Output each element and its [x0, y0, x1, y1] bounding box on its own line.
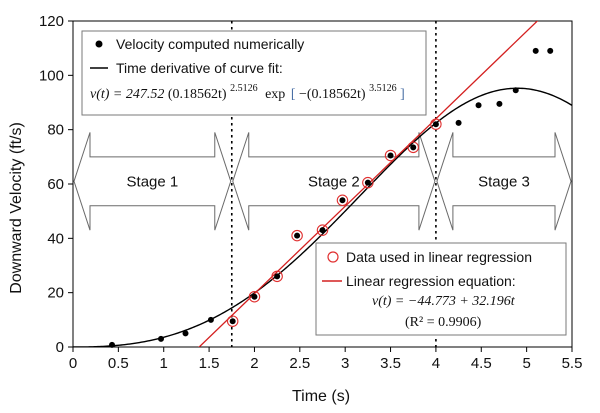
y-tick-label-1: 20	[47, 285, 64, 302]
stage-label-2: Stage 2	[308, 173, 360, 190]
velocity-point-4	[229, 318, 236, 325]
regression-point-7	[384, 149, 397, 162]
stage-label-3: Stage 3	[478, 173, 530, 190]
eq-bracket-close: ]	[400, 87, 405, 102]
equation-r2: (R² = 0.9906)	[405, 315, 482, 330]
y-tick-label-6: 120	[39, 13, 64, 30]
y-tick-label-4: 80	[47, 122, 64, 139]
legend-bottom: Data used in linear regression Linear re…	[315, 242, 567, 336]
eq-exp1: 2.5126	[230, 83, 258, 94]
velocity-point-3	[207, 316, 214, 323]
velocity-point-18	[532, 47, 539, 54]
eq-exp-word: exp	[265, 87, 285, 102]
x-tick-label-7: 3.5	[380, 355, 401, 372]
legend-top-box	[81, 30, 427, 116]
regression-point-5	[336, 194, 349, 207]
x-tick-label-3: 1.5	[199, 355, 220, 372]
x-tick-label-8: 4	[432, 355, 440, 372]
eq-bracket-open: [	[291, 87, 296, 102]
velocity-point-13	[432, 121, 439, 128]
eq-exp2: 3.5126	[369, 83, 397, 94]
x-tick-label-2: 1	[160, 355, 168, 372]
x-tick-label-5: 2.5	[289, 355, 310, 372]
legend-marker-open	[327, 251, 339, 263]
eq-base2: −(0.18562t)	[299, 87, 366, 102]
legend-top: Velocity computed numerically Time deriv…	[81, 30, 427, 116]
stage-arrow-3	[436, 132, 572, 231]
x-tick-label-0: 0	[69, 355, 77, 372]
equation-curve: v(t) = 247.52 (0.18562t) 2.5126 exp [ −(…	[90, 80, 405, 102]
regression-point-2	[271, 270, 283, 283]
y-tick-label-0: 0	[56, 339, 64, 356]
legend-entry-velocity: Velocity computed numerically	[116, 36, 304, 52]
velocity-point-17	[512, 87, 519, 94]
stage-label-1: Stage 1	[127, 173, 179, 190]
axes-group: 0 0.5 1 1.5 2 2.5 3 3.5 4 4.5 5 5.5 0 20 40 60 80 100 120	[39, 13, 582, 372]
velocity-point-7	[294, 232, 301, 239]
x-axis-label: Time (s)	[292, 388, 350, 405]
velocity-point-16	[496, 100, 503, 107]
velocity-point-15	[475, 102, 482, 109]
points-group	[109, 47, 554, 348]
regression-point-0	[226, 315, 239, 327]
y-axis-label: Downward Velocity (ft/s)	[8, 122, 25, 294]
velocity-point-8	[319, 227, 326, 234]
legend-entry-curve: Time derivative of curve fit:	[116, 60, 283, 76]
x-tick-label-1: 0.5	[108, 355, 129, 372]
velocity-point-5	[251, 293, 258, 300]
regression-point-1	[248, 290, 261, 303]
x-tick-label-6: 3	[341, 355, 349, 372]
velocity-point-10	[364, 179, 371, 186]
y-tick-label-3: 60	[47, 176, 64, 193]
legend-entry-linear: Linear regression equation:	[346, 273, 516, 289]
x-tick-label-9: 4.5	[471, 355, 492, 372]
regression-point-9	[430, 118, 442, 130]
legend-bottom-box	[315, 242, 567, 336]
velocity-point-19	[547, 47, 554, 54]
stage-arrow-1	[73, 132, 232, 231]
velocity-point-2	[182, 330, 189, 337]
legend-entry-regression-data: Data used in linear regression	[346, 249, 532, 265]
velocity-point-11	[387, 152, 394, 159]
velocity-point-1	[158, 335, 165, 342]
equation-linear: v(t) = −44.773 + 32.196t	[372, 294, 516, 309]
legend-marker-filled	[95, 40, 103, 48]
curve-fit-line	[73, 87, 572, 347]
regression-point-3	[291, 229, 303, 242]
velocity-point-6	[274, 273, 281, 280]
regression-point-8	[407, 141, 419, 154]
regression-point-6	[362, 176, 374, 189]
eq-lhs: v(t) = 247.52	[90, 87, 164, 102]
y-tick-label-2: 40	[47, 230, 64, 247]
x-tick-label-10: 5	[522, 355, 530, 372]
y-tick-label-5: 100	[39, 67, 64, 84]
x-tick-label-4: 2	[250, 355, 258, 372]
velocity-point-0	[109, 341, 116, 348]
velocity-point-12	[410, 144, 417, 151]
velocity-point-14	[455, 119, 462, 126]
regression-point-4	[316, 224, 329, 236]
stage-arrow-2	[232, 132, 436, 231]
x-tick-label-11: 5.5	[562, 355, 583, 372]
eq-base1: (0.18562t)	[168, 87, 227, 102]
stage-arrows: Stage 1 Stage 2 Stage 3	[73, 132, 572, 231]
velocity-point-9	[339, 197, 346, 204]
